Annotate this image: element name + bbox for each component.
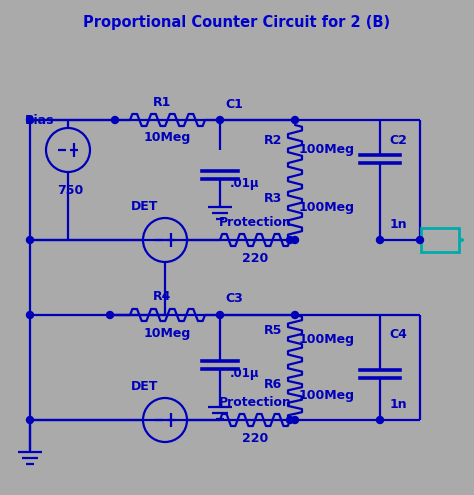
Circle shape [27,116,34,123]
Text: 100Meg: 100Meg [299,334,355,346]
Circle shape [27,237,34,244]
Text: DET: DET [131,199,159,212]
Text: Protection: Protection [219,215,292,229]
Circle shape [376,237,383,244]
Circle shape [292,311,299,318]
Text: 100Meg: 100Meg [299,144,355,156]
Text: 100Meg: 100Meg [299,201,355,214]
Text: Out: Out [428,234,453,247]
Text: 220: 220 [242,251,268,264]
Text: 220: 220 [242,432,268,445]
Text: 1n: 1n [389,218,407,232]
Circle shape [292,416,299,424]
Text: Proportional Counter Circuit for 2 (B): Proportional Counter Circuit for 2 (B) [83,14,391,30]
Circle shape [27,416,34,424]
Text: DET: DET [131,380,159,393]
Text: R1: R1 [153,96,172,108]
Circle shape [217,311,224,318]
Text: R4: R4 [153,291,172,303]
Circle shape [286,237,293,244]
Circle shape [292,237,299,244]
Text: 10Meg: 10Meg [144,132,191,145]
Text: .01μ: .01μ [230,366,260,380]
Circle shape [292,116,299,123]
Text: R6: R6 [264,379,282,392]
Text: C4: C4 [389,329,407,342]
Text: C3: C3 [225,293,243,305]
Text: R2: R2 [264,134,282,147]
Text: 750: 750 [57,184,83,197]
Circle shape [376,416,383,424]
Text: 10Meg: 10Meg [144,327,191,340]
Circle shape [217,116,224,123]
Circle shape [111,116,118,123]
Text: .01μ: .01μ [230,177,260,190]
Circle shape [107,311,113,318]
Text: 1n: 1n [389,398,407,411]
FancyBboxPatch shape [421,228,459,252]
Circle shape [27,311,34,318]
Text: C1: C1 [225,98,243,110]
Text: Bias: Bias [25,113,55,127]
Circle shape [286,416,293,424]
Text: 100Meg: 100Meg [299,389,355,401]
Text: Protection: Protection [219,396,292,408]
Text: R3: R3 [264,192,282,204]
Circle shape [417,237,423,244]
Text: R5: R5 [264,324,282,337]
Text: C2: C2 [389,134,407,147]
